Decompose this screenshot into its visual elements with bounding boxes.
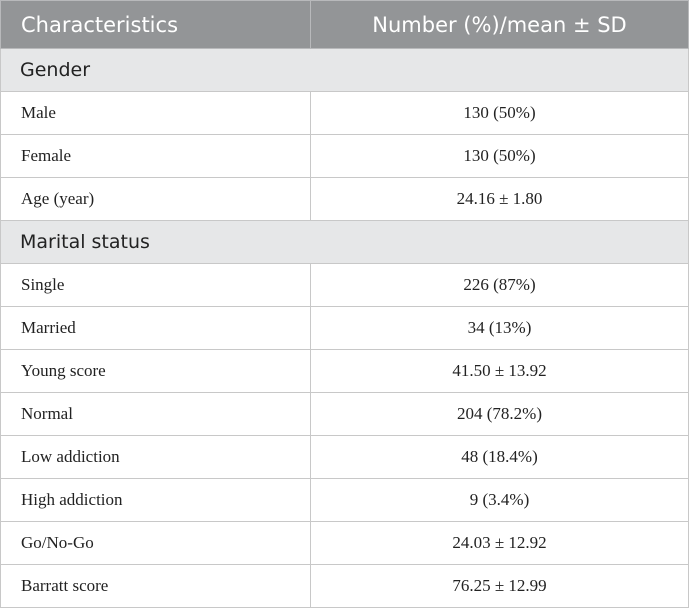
row-label: Low addiction [0, 435, 311, 479]
row-label: Barratt score [0, 564, 311, 608]
row-label: Married [0, 306, 311, 350]
row-label: Single [0, 263, 311, 307]
section-row: Marital status [0, 220, 689, 264]
column-header-characteristics: Characteristics [0, 0, 311, 49]
row-value: 76.25 ± 12.99 [310, 564, 689, 608]
row-value: 226 (87%) [310, 263, 689, 307]
table-row: Age (year) 24.16 ± 1.80 [0, 177, 689, 221]
table-row: Low addiction 48 (18.4%) [0, 435, 689, 479]
section-label: Marital status [0, 220, 689, 264]
table-row: Female 130 (50%) [0, 134, 689, 178]
row-label: Age (year) [0, 177, 311, 221]
row-value: 24.16 ± 1.80 [310, 177, 689, 221]
row-label: Go/No-Go [0, 521, 311, 565]
row-value: 130 (50%) [310, 134, 689, 178]
section-label: Gender [0, 48, 689, 92]
row-value: 204 (78.2%) [310, 392, 689, 436]
row-label: High addiction [0, 478, 311, 522]
table-header-row: Characteristics Number (%)/mean ± SD [0, 0, 689, 49]
table-row: Barratt score 76.25 ± 12.99 [0, 564, 689, 608]
table-row: Single 226 (87%) [0, 263, 689, 307]
table-row: Normal 204 (78.2%) [0, 392, 689, 436]
row-value: 130 (50%) [310, 91, 689, 135]
row-label: Young score [0, 349, 311, 393]
section-row: Gender [0, 48, 689, 92]
row-value: 9 (3.4%) [310, 478, 689, 522]
table-row: Married 34 (13%) [0, 306, 689, 350]
row-value: 48 (18.4%) [310, 435, 689, 479]
row-label: Normal [0, 392, 311, 436]
row-value: 34 (13%) [310, 306, 689, 350]
row-value: 41.50 ± 13.92 [310, 349, 689, 393]
table-row: Young score 41.50 ± 13.92 [0, 349, 689, 393]
table-row: Go/No-Go 24.03 ± 12.92 [0, 521, 689, 565]
table-row: Male 130 (50%) [0, 91, 689, 135]
row-value: 24.03 ± 12.92 [310, 521, 689, 565]
row-label: Male [0, 91, 311, 135]
row-label: Female [0, 134, 311, 178]
column-header-value: Number (%)/mean ± SD [310, 0, 689, 49]
table-row: High addiction 9 (3.4%) [0, 478, 689, 522]
